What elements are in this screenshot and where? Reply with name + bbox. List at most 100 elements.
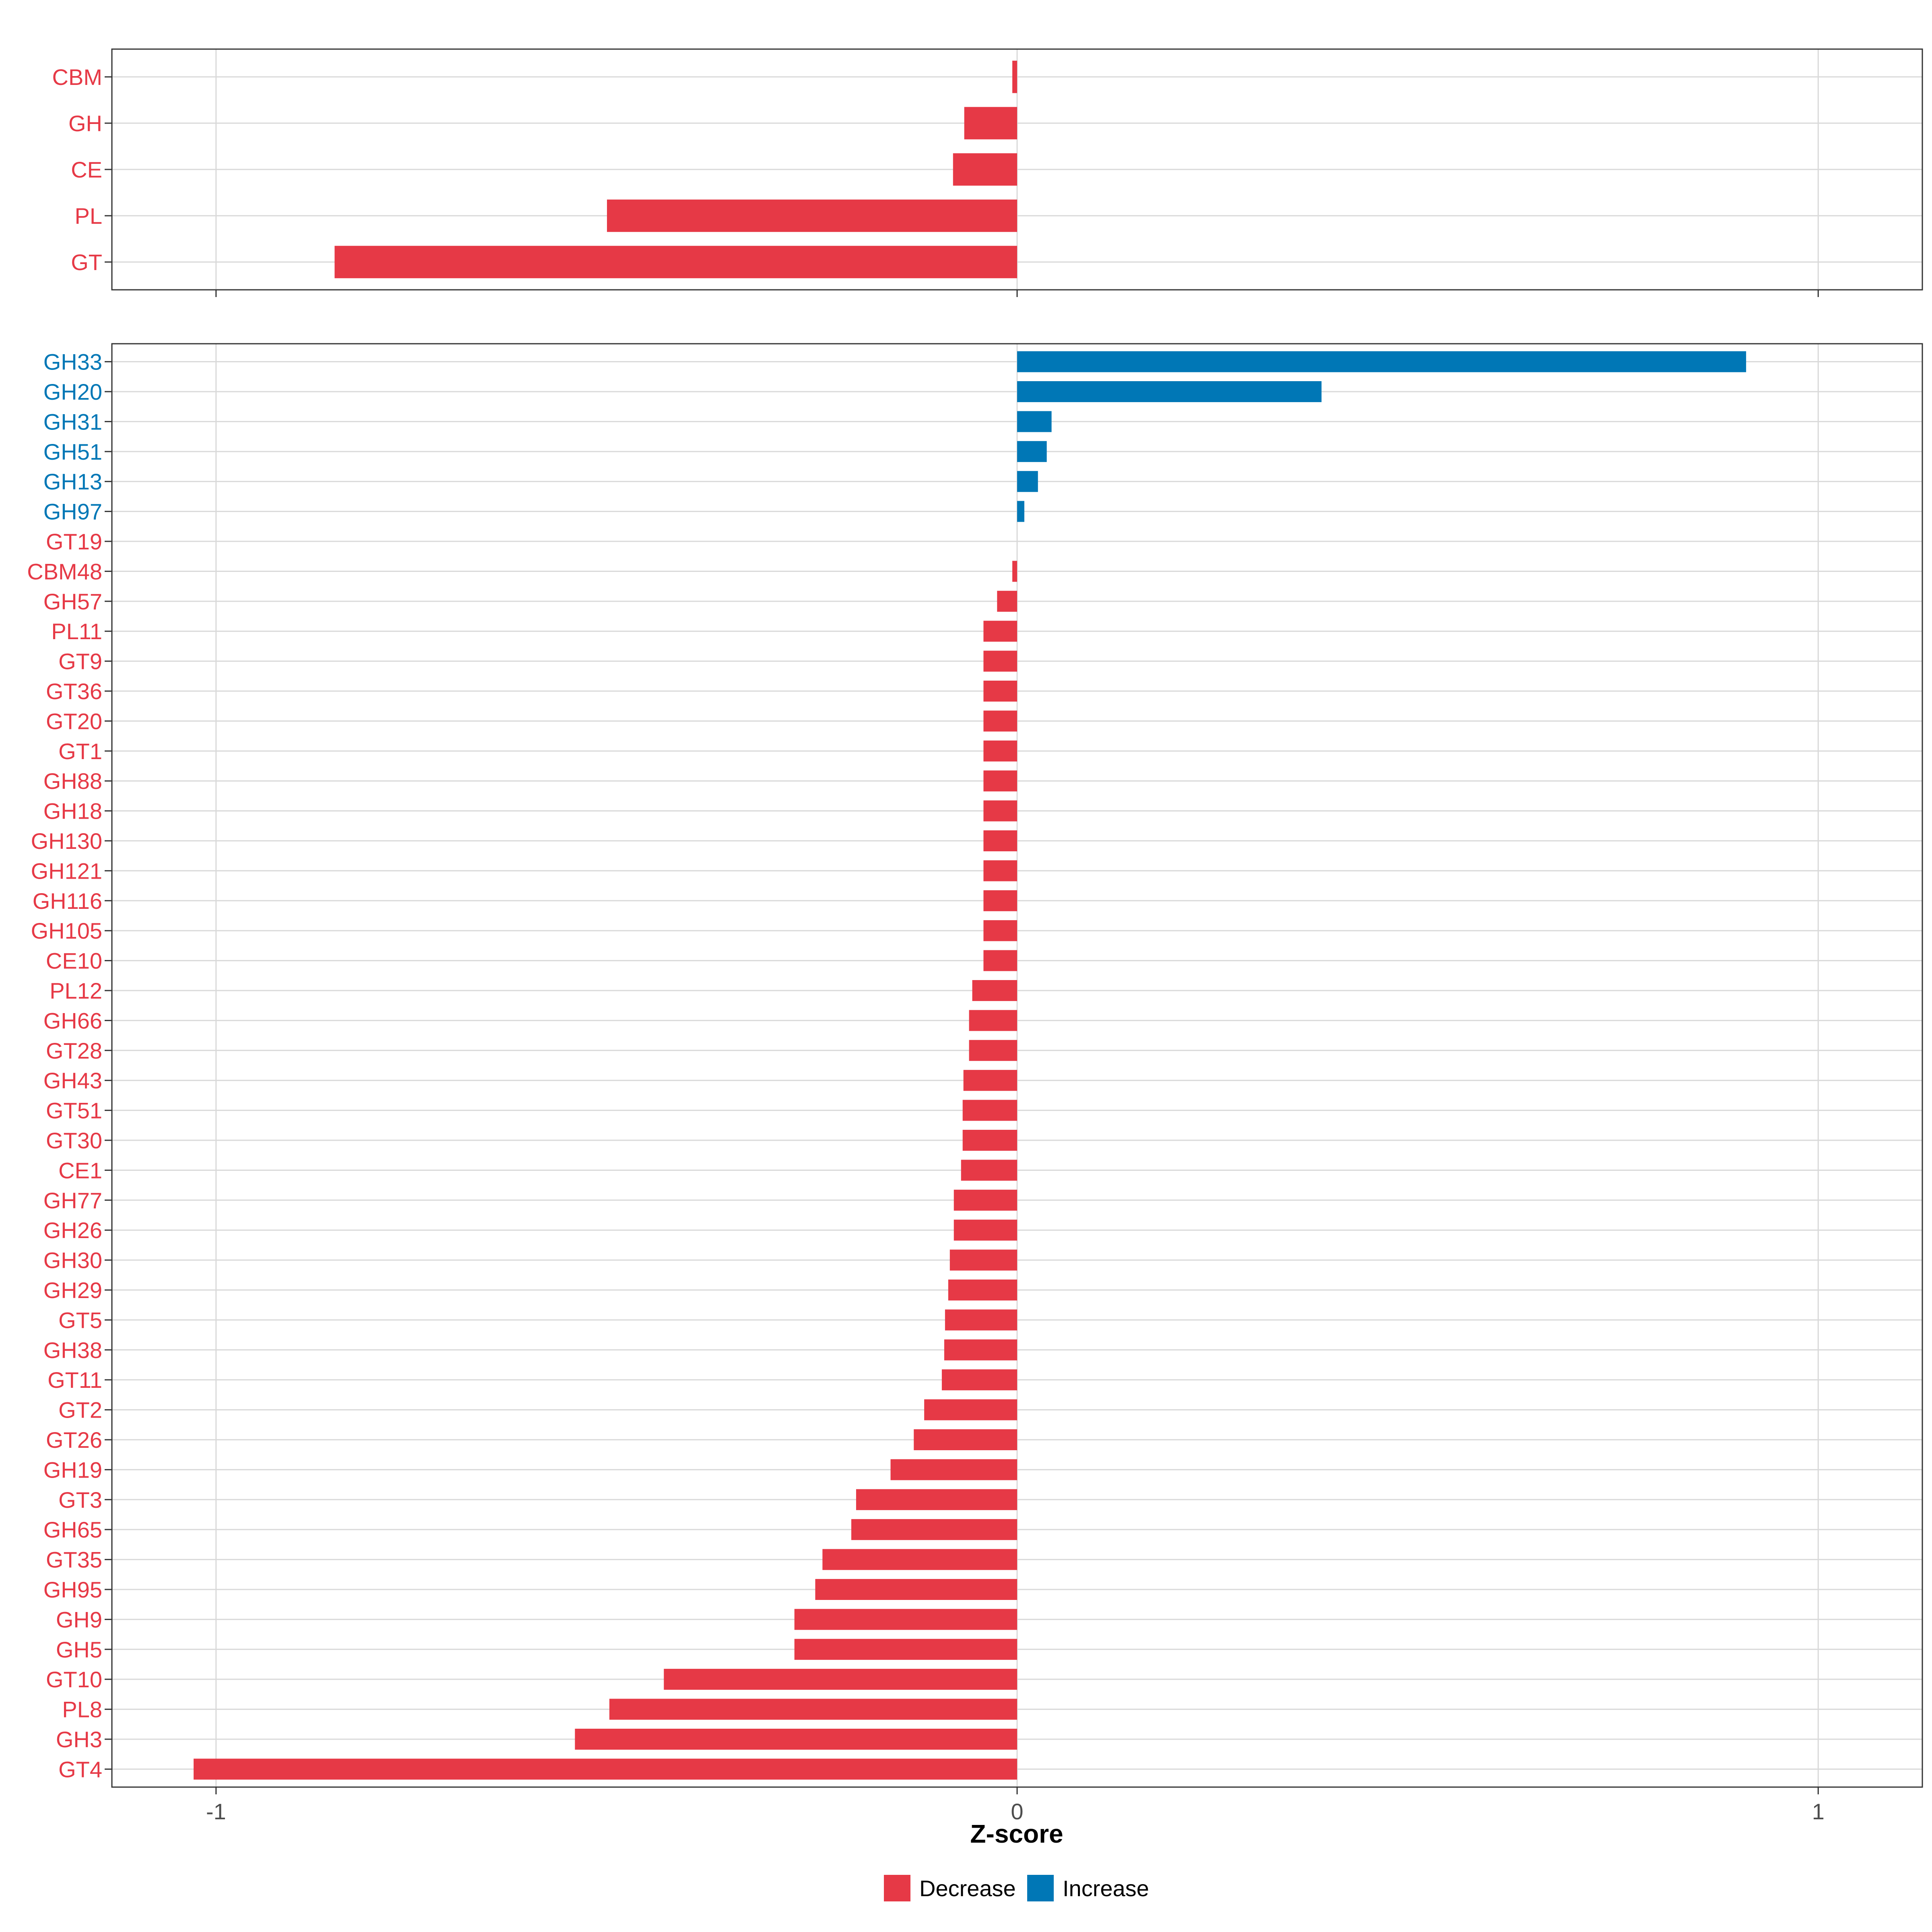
bar-gh38 [944,1339,1017,1360]
y-tick-label: GH57 [43,589,102,614]
y-tick-label: GH13 [43,469,102,494]
y-tick-label: GH33 [43,349,102,375]
y-tick-label: GT1 [58,739,102,764]
y-tick-label: GH38 [43,1338,102,1363]
bar-gh18 [983,800,1017,822]
y-tick-label: GH66 [43,1008,102,1033]
bar-gt9 [983,650,1017,672]
y-tick-label: GT2 [58,1397,102,1423]
bar-gt [334,246,1017,279]
y-tick-label: GT5 [58,1307,102,1333]
y-tick-label: GT28 [46,1038,102,1063]
y-tick-label: GH5 [56,1637,102,1662]
bar-gh95 [815,1579,1017,1600]
bar-gt2 [924,1399,1017,1420]
y-tick-label: GT9 [58,649,102,674]
y-tick-label: GT11 [47,1367,102,1393]
bar-gt4 [194,1759,1017,1780]
y-tick-label: GH65 [43,1517,102,1542]
y-tick-label: GT19 [46,529,102,554]
bar-pl12 [972,980,1017,1001]
legend-swatch-decrease [884,1875,910,1901]
bar-cbm48 [1012,561,1017,582]
bar-gt11 [941,1369,1017,1391]
bar-gh65 [851,1519,1017,1540]
y-tick-label: GH26 [43,1218,102,1243]
y-tick-label: GH43 [43,1068,102,1093]
bar-gh97 [1017,501,1024,522]
bar-gt1 [983,740,1017,762]
x-axis-title: Z-score [970,1819,1063,1848]
bar-ce [953,153,1017,186]
y-tick-label: GT [71,250,102,275]
y-tick-label: GT51 [46,1098,102,1123]
bar-gh51 [1017,441,1047,462]
y-tick-label: GH [68,111,102,136]
y-tick-label: CE1 [58,1158,102,1183]
bar-gt28 [969,1040,1017,1061]
legend: Decrease Increase [884,1875,1149,1901]
y-tick-label: GH29 [43,1278,102,1303]
y-tick-label: GT36 [46,679,102,704]
y-tick-label: GT30 [46,1128,102,1153]
y-tick-label: GH130 [31,828,102,854]
bar-ce10 [983,950,1017,971]
bar-gh26 [954,1220,1017,1241]
y-tick-label: GH105 [31,918,102,943]
bar-gt10 [664,1669,1017,1690]
y-tick-label: GH9 [56,1607,102,1632]
bar-gh121 [983,860,1017,881]
bar-gh130 [983,830,1017,852]
y-tick-label: GT10 [46,1667,102,1692]
y-tick-label: GH88 [43,768,102,794]
bar-gh105 [983,920,1017,941]
bar-gh9 [794,1609,1017,1630]
bar-gh [964,107,1017,140]
x-tick-label: 1 [1812,1799,1825,1824]
x-tick-label: 0 [1011,1799,1023,1824]
y-tick-label: GT20 [46,708,102,734]
bar-gt35 [822,1549,1017,1570]
bar-gt51 [962,1100,1017,1121]
bar-gh29 [948,1279,1017,1301]
y-tick-label: GH77 [43,1188,102,1213]
y-tick-label: GH3 [56,1727,102,1752]
x-tick-label: -1 [206,1799,226,1824]
y-tick-label: GH121 [31,858,102,883]
bar-gh33 [1017,351,1746,372]
y-tick-label: GH19 [43,1457,102,1482]
bar-gt30 [962,1129,1017,1151]
bar-gh19 [890,1459,1017,1480]
y-tick-label: GH116 [33,888,102,914]
bar-gh88 [983,770,1017,792]
bottom-panel: GH33GH20GH31GH51GH13GH97GT19CBM48GH57PL1… [27,343,1923,1824]
bar-pl11 [983,621,1017,642]
y-tick-label: PL12 [50,978,102,1003]
legend-swatch-increase [1027,1875,1054,1901]
bar-gt3 [856,1489,1017,1510]
y-tick-label: GT3 [58,1487,102,1513]
y-tick-label: GT4 [58,1757,102,1782]
bar-gh57 [997,590,1017,612]
bar-gt36 [983,680,1017,702]
y-tick-label: CBM [52,64,102,90]
top-panel: CBM GH CE PL GT [52,48,1923,297]
bar-gh13 [1017,471,1038,492]
y-tick-label: CBM48 [27,559,102,584]
bar-gt26 [914,1429,1017,1451]
bar-cbm [1012,60,1017,93]
y-tick-label: GH95 [43,1577,102,1602]
y-tick-label: PL8 [62,1697,102,1722]
bar-gh116 [983,890,1017,911]
y-tick-label: GH51 [43,439,102,464]
y-tick-label: GH30 [43,1248,102,1273]
bar-gt5 [945,1309,1017,1331]
y-tick-label: GH20 [43,379,102,405]
bar-pl [607,199,1017,232]
y-tick-label: GT26 [46,1427,102,1453]
bar-gh3 [575,1728,1017,1750]
bar-gt20 [983,710,1017,732]
bar-gh66 [969,1010,1017,1031]
bar-gh43 [963,1070,1017,1091]
legend-label-increase: Increase [1063,1876,1149,1901]
